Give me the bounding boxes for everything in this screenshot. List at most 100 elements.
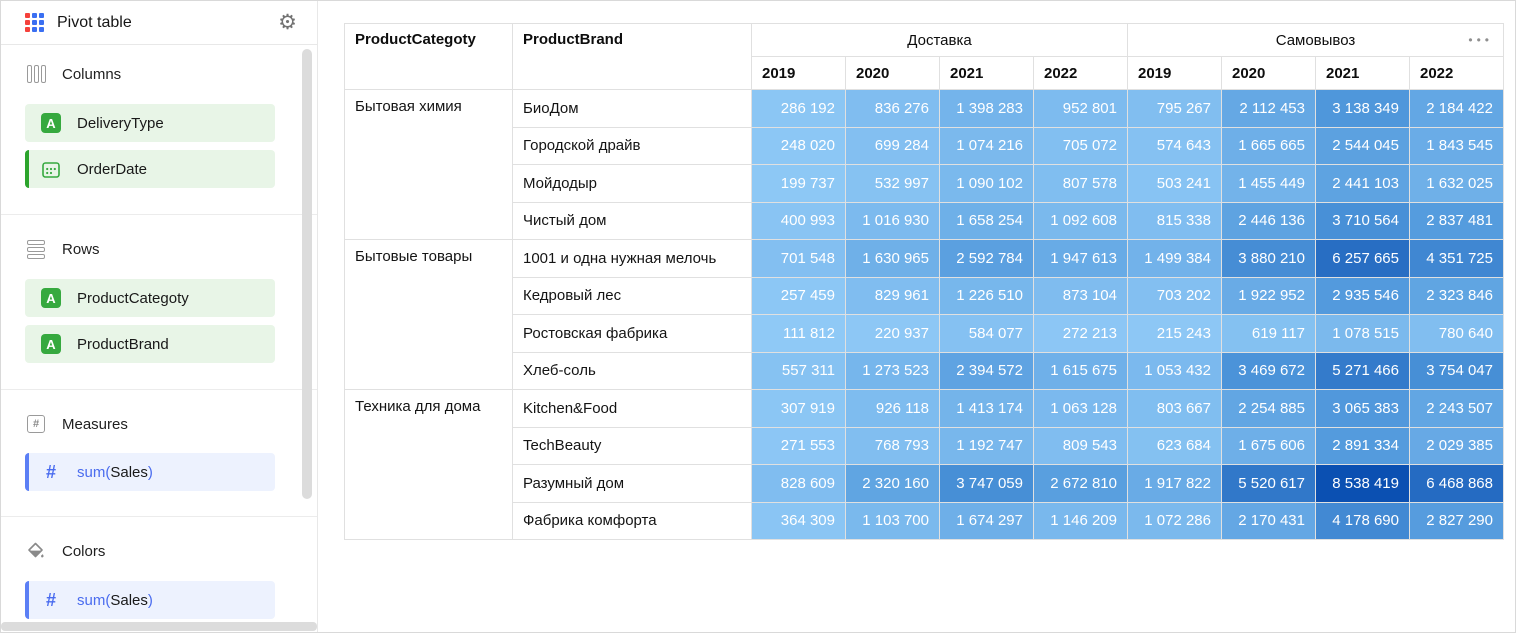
value-cell: 215 243: [1127, 314, 1222, 353]
value-cell: 257 459: [751, 276, 846, 315]
columns-section-icon: [25, 65, 47, 83]
value-cell: 1 074 216: [939, 126, 1034, 165]
color-chip-sum-sales[interactable]: # sum(Sales): [25, 581, 275, 619]
rows-section-label: Rows: [62, 240, 100, 258]
field-chip-orderdate[interactable]: OrderDate: [25, 150, 275, 188]
pivot-table-logo-icon: [25, 13, 44, 32]
value-cell: 3 065 383: [1315, 389, 1410, 428]
value-cell: 557 311: [751, 351, 846, 390]
value-cell: 1 665 665: [1221, 126, 1316, 165]
pivot-table-area: ProductCategoty ProductBrand Доставка Самов…: [344, 23, 1504, 540]
field-chip-deliverytype[interactable]: A DeliveryType: [25, 104, 275, 142]
value-cell: 815 338: [1127, 201, 1222, 240]
value-cell: 400 993: [751, 201, 846, 240]
value-cell: 248 020: [751, 126, 846, 165]
row-category-cell: Бытовые товары: [344, 239, 513, 390]
value-cell: 807 578: [1033, 164, 1128, 203]
value-cell: 1 632 025: [1409, 164, 1504, 203]
table-row: Бытовая химия БиоДом 286 192 836 276 1 398 2…: [344, 89, 1504, 240]
widget-title: Pivot table: [57, 13, 132, 31]
value-cell: 952 801: [1033, 89, 1128, 128]
column-header-productbrand: ProductBrand: [512, 23, 752, 90]
row-brand-cell: БиоДом: [512, 89, 752, 128]
section-divider: [1, 214, 317, 215]
value-cell: 1 615 675: [1033, 351, 1128, 390]
table-row: TechBeauty 271 553 768 793 1 192 747 809 543…: [345, 426, 1504, 465]
section-divider: [1, 389, 317, 390]
string-field-icon: A: [41, 334, 61, 354]
year-header: 2022: [1033, 56, 1128, 90]
row-category-cell: Техника для дома: [344, 389, 513, 540]
table-row: Фабрика комфорта 364 309 1 103 700 1 674 29…: [345, 501, 1504, 540]
active-field-bar: [25, 150, 29, 188]
value-cell: 701 548: [751, 239, 846, 278]
value-cell: 2 827 290: [1409, 501, 1504, 540]
row-brand-cell: Ростовская фабрика: [512, 314, 752, 353]
row-brand-cell: Городской драйв: [512, 126, 752, 165]
string-field-icon: A: [41, 288, 61, 308]
value-cell: 5 271 466: [1315, 351, 1410, 390]
value-cell: 2 544 045: [1315, 126, 1410, 165]
table-row: Городской драйв 248 020 699 284 1 074 216 70…: [345, 126, 1504, 165]
row-brand-cell: Фабрика комфорта: [512, 501, 752, 540]
row-brand-cell: TechBeauty: [512, 426, 752, 465]
measure-chip-label: sum(Sales): [77, 463, 153, 481]
value-cell: 1 090 102: [939, 164, 1034, 203]
sidebar: Pivot table ⚙ Columns A DeliveryType: [1, 1, 318, 632]
value-cell: 1 499 384: [1127, 239, 1222, 278]
pivot-table: ProductCategoty ProductBrand Доставка Самов…: [344, 23, 1504, 540]
value-cell: 2 446 136: [1221, 201, 1316, 240]
value-cell: 1 675 606: [1221, 426, 1316, 465]
value-cell: 574 643: [1127, 126, 1222, 165]
value-cell: 220 937: [845, 314, 940, 353]
value-cell: 307 919: [751, 389, 846, 428]
value-cell: 1 658 254: [939, 201, 1034, 240]
table-row: Бытовые товары 1001 и одна нужная мелочь 7…: [344, 239, 1504, 390]
field-chip-productbrand[interactable]: A ProductBrand: [25, 325, 275, 363]
sidebar-vertical-scrollbar[interactable]: [302, 49, 312, 499]
value-cell: 1 413 174: [939, 389, 1034, 428]
field-chip-productcategoty[interactable]: A ProductCategoty: [25, 279, 275, 317]
string-field-icon: A: [41, 113, 61, 133]
column-group-label: Доставка: [907, 31, 972, 49]
value-cell: 1 146 209: [1033, 501, 1128, 540]
value-cell: 809 543: [1033, 426, 1128, 465]
row-brand-cell: Разумный дом: [512, 464, 752, 503]
row-category-cell: Бытовая химия: [344, 89, 513, 240]
rows-section-icon: [25, 239, 47, 259]
value-cell: 271 553: [751, 426, 846, 465]
value-cell: 2 243 507: [1409, 389, 1504, 428]
value-cell: 1 455 449: [1221, 164, 1316, 203]
table-row: Разумный дом 828 609 2 320 160 3 747 059 2 6…: [345, 464, 1504, 503]
value-cell: 1 016 930: [845, 201, 940, 240]
row-brand-cell: Kitchen&Food: [512, 389, 752, 428]
columns-section-label: Columns: [62, 65, 122, 83]
table-menu-icon[interactable]: •••: [1468, 33, 1493, 47]
table-row: Ростовская фабрика 111 812 220 937 584 077 2…: [345, 314, 1504, 353]
rows-section-header: Rows: [25, 237, 293, 261]
value-cell: 1 917 822: [1127, 464, 1222, 503]
value-cell: 699 284: [845, 126, 940, 165]
year-header: 2019: [1127, 56, 1222, 90]
sidebar-horizontal-scrollbar[interactable]: [1, 622, 317, 631]
value-cell: 1 103 700: [845, 501, 940, 540]
value-cell: 6 468 868: [1409, 464, 1504, 503]
row-brand-cell: 1001 и одна нужная мелочь: [512, 239, 752, 278]
column-group-label: Самовывоз: [1275, 31, 1356, 49]
measures-section-label: Measures: [62, 415, 128, 433]
table-row: Кедровый лес 257 459 829 961 1 226 510 873 1…: [345, 276, 1504, 315]
value-cell: 2 672 810: [1033, 464, 1128, 503]
settings-gear-icon[interactable]: ⚙: [278, 10, 297, 34]
value-cell: 1 078 515: [1315, 314, 1410, 353]
value-cell: 828 609: [751, 464, 846, 503]
colors-section-icon: [25, 541, 47, 561]
value-cell: 1 053 432: [1127, 351, 1222, 390]
colors-section-label: Colors: [62, 542, 106, 560]
value-cell: 272 213: [1033, 314, 1128, 353]
value-cell: 503 241: [1127, 164, 1222, 203]
value-cell: 1 947 613: [1033, 239, 1128, 278]
measure-chip-sum-sales[interactable]: # sum(Sales): [25, 453, 275, 491]
value-cell: 703 202: [1127, 276, 1222, 315]
value-cell: 1 226 510: [939, 276, 1034, 315]
